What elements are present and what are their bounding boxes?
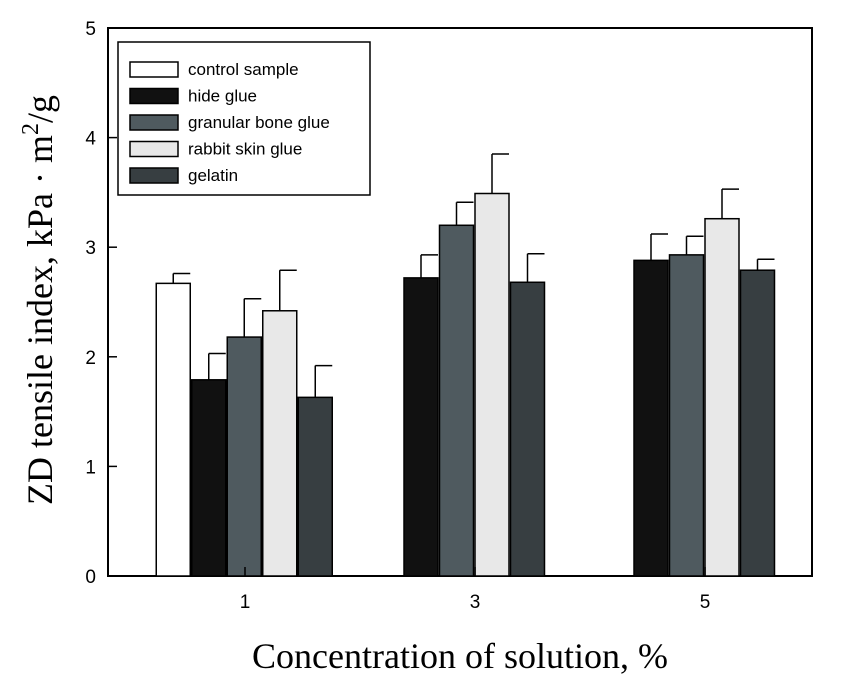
bars-layer xyxy=(155,153,776,577)
y-axis-title-tail: /g xyxy=(20,95,60,123)
legend-swatch xyxy=(129,114,179,131)
legend-swatch xyxy=(129,140,179,158)
y-tick-label: 5 xyxy=(85,19,96,40)
bar xyxy=(155,282,191,577)
legend-label: gelatin xyxy=(188,166,238,185)
bar xyxy=(633,259,669,577)
bar xyxy=(668,254,705,577)
bar xyxy=(438,224,475,577)
bar xyxy=(191,379,227,577)
y-axis-title-superscript: 2 xyxy=(18,123,44,135)
x-axis-title: Concentration of solution, % xyxy=(252,636,668,676)
x-tick-label: 1 xyxy=(240,592,251,613)
bar xyxy=(509,281,546,577)
bar xyxy=(403,277,439,577)
legend-label: rabbit skin glue xyxy=(188,140,302,159)
y-tick-label: 3 xyxy=(85,238,96,259)
bar xyxy=(739,269,776,577)
y-axis: 0 1 2 3 4 5 xyxy=(85,19,117,588)
bar xyxy=(704,217,740,577)
x-tick-label: 3 xyxy=(470,592,481,613)
bar xyxy=(297,396,333,577)
y-axis-title-main: ZD tensile index, kPa · m xyxy=(20,135,60,505)
y-tick-label: 1 xyxy=(85,457,96,478)
y-axis-title: ZD tensile index, kPa · m2/g xyxy=(18,95,60,505)
legend-swatch xyxy=(129,87,179,105)
legend-swatch xyxy=(129,167,179,184)
x-axis: 1 3 5 xyxy=(240,567,711,613)
legend-label: granular bone glue xyxy=(188,113,330,132)
y-tick-label: 2 xyxy=(85,348,96,369)
bar xyxy=(474,192,510,577)
legend-swatch xyxy=(129,61,179,78)
bar xyxy=(262,310,298,577)
legend: control sample hide glue granular bone glu… xyxy=(117,41,371,196)
legend-label: control sample xyxy=(188,60,299,79)
y-tick-label: 0 xyxy=(85,567,96,588)
x-tick-label: 5 xyxy=(700,592,711,613)
y-tick-label: 4 xyxy=(85,129,96,150)
legend-label: hide glue xyxy=(188,87,257,106)
bar xyxy=(226,336,262,577)
legend-items: control sample hide glue granular bone glu… xyxy=(129,60,330,185)
